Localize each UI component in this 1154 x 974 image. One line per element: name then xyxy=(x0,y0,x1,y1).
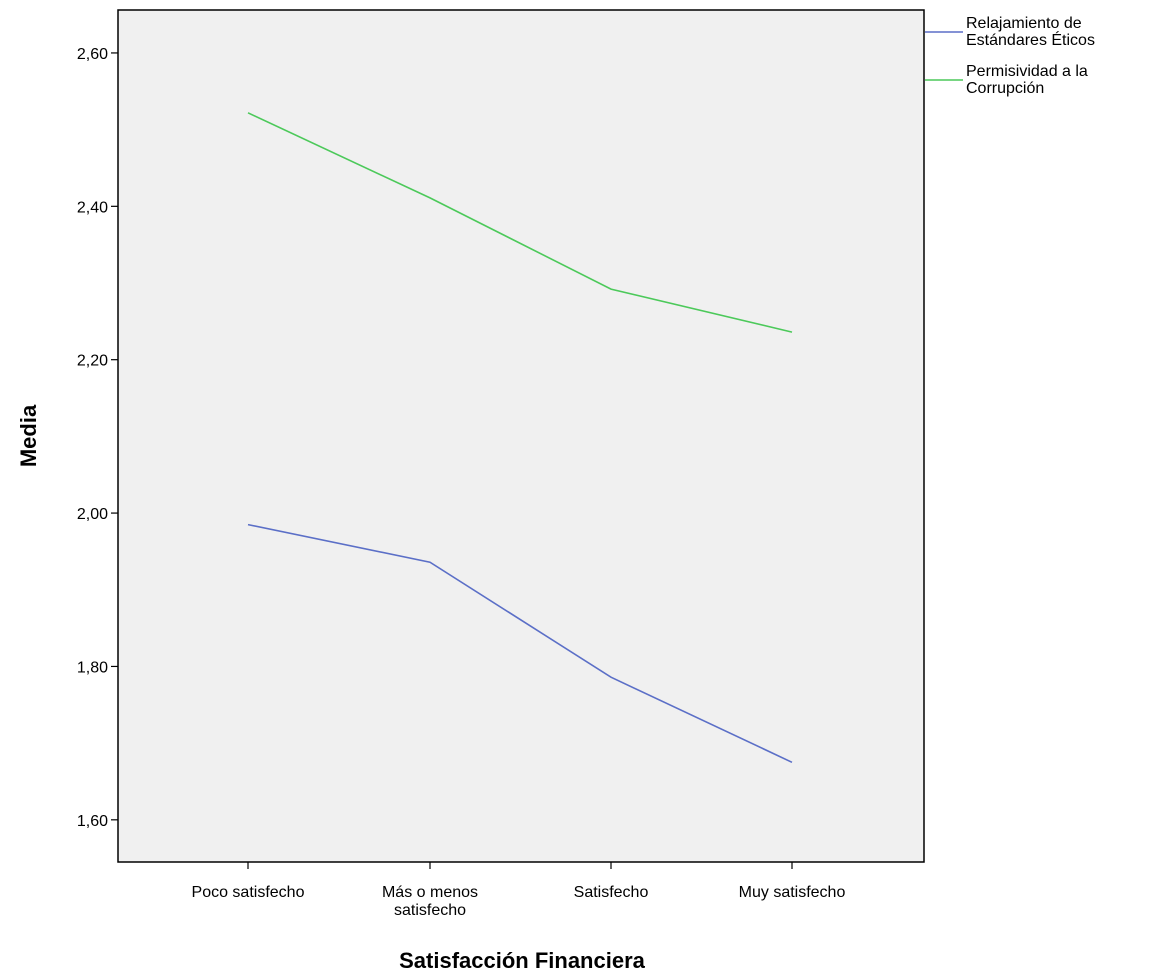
legend-label: Estándares Éticos xyxy=(966,30,1095,49)
x-tick-label: satisfecho xyxy=(394,902,466,919)
legend-label: Permisividad a la xyxy=(966,63,1088,80)
y-tick-label: 2,40 xyxy=(77,199,108,216)
y-tick-label: 1,80 xyxy=(77,659,108,676)
y-tick-label: 2,60 xyxy=(77,46,108,63)
plot-area xyxy=(117,9,925,863)
y-tick-label: 2,00 xyxy=(77,506,108,523)
x-tick-label: Satisfecho xyxy=(574,884,649,901)
series-line-1 xyxy=(247,112,793,333)
x-tick-label: Poco satisfecho xyxy=(192,884,305,901)
x-tick-label: Muy satisfecho xyxy=(739,884,846,901)
x-tick-label: Más o menos xyxy=(382,884,478,901)
legend-label: Corrupción xyxy=(966,80,1044,97)
y-tick-label: 1,60 xyxy=(77,813,108,830)
legend-label: Relajamiento de xyxy=(966,15,1082,32)
y-axis-title: Media xyxy=(16,404,41,467)
series-line-0 xyxy=(247,523,793,764)
y-tick-label: 2,20 xyxy=(77,353,108,370)
x-axis-title: Satisfacción Financiera xyxy=(399,948,646,973)
